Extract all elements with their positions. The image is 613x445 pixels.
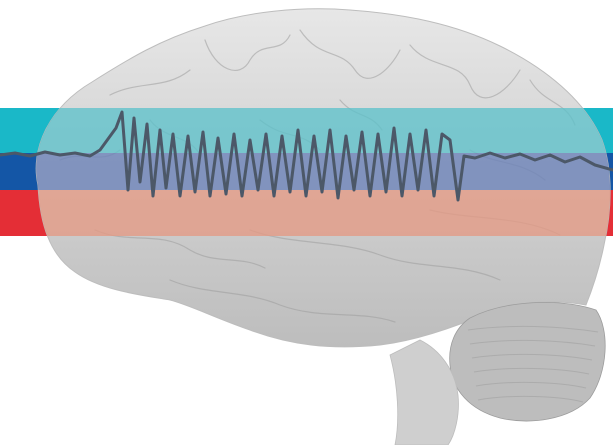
eeg-waveform [0,110,613,202]
cerebellum-fold [467,325,599,333]
brainstem [389,339,459,445]
band-overlay [36,108,611,236]
cerebellum-fold [475,381,587,389]
cerebellum-fold [473,367,590,375]
brain-fold [409,44,521,99]
cerebellum-fold [477,395,584,403]
cerebellum-fold [469,339,596,347]
brain-fold [169,279,396,323]
brain-fold [109,69,191,96]
cerebellum [449,302,606,422]
brain-fold [299,29,401,79]
brain-fold [94,229,266,269]
cerebellum-fold [471,353,593,361]
brain-fold [249,229,501,281]
brain-fold [204,34,291,71]
